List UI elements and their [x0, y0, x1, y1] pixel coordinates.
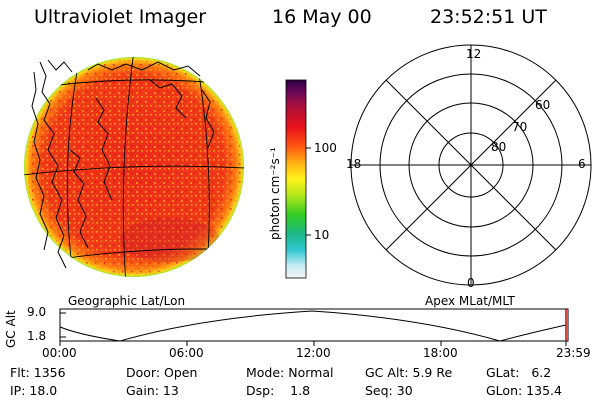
info-glat: GLat: 6.2 — [486, 365, 552, 380]
instrument-title: Ultraviolet Imager — [34, 6, 207, 28]
mlat-label-80: 80 — [491, 140, 507, 154]
colorbar-unit-label: photon cm⁻²s⁻¹ — [268, 147, 282, 240]
info-seq: Seq: 30 — [365, 383, 413, 398]
info-gc-alt: GC Alt: 5.9 Re — [365, 365, 453, 380]
mlat-label-70: 70 — [512, 120, 528, 134]
info-flt: Flt: 1356 — [10, 365, 66, 380]
altitude-xtick-06: 06:00 — [169, 346, 204, 360]
colorbar-label-100: 100 — [314, 141, 337, 155]
mlt-label-12: 12 — [466, 47, 482, 61]
altitude-xtick-18: 18:00 — [423, 346, 458, 360]
geo-panel-label: Geographic Lat/Lon — [68, 294, 186, 308]
info-gain: Gain: 13 — [126, 383, 179, 398]
dark-region — [120, 218, 220, 262]
polar-plot — [350, 44, 592, 286]
date-label: 16 May 00 — [272, 6, 372, 28]
info-door: Door: Open — [126, 365, 198, 380]
altitude-ytick-9: 9.0 — [27, 305, 47, 319]
altitude-xtick-12: 12:00 — [296, 346, 331, 360]
mlat-label-60: 60 — [535, 98, 551, 112]
info-glon: GLon: 135.4 — [486, 383, 562, 398]
mlt-label-6: 6 — [578, 157, 586, 171]
polar-panel-label: Apex MLat/MLT — [425, 294, 515, 308]
info-ip: IP: 18.0 — [10, 383, 58, 398]
info-dsp: Dsp: 1.8 — [246, 383, 311, 398]
coastlines — [31, 59, 215, 269]
altitude-panel — [59, 308, 569, 346]
colorbar-gradient — [285, 79, 307, 279]
colorbar-label-10: 10 — [314, 228, 330, 242]
altitude-curve — [59, 310, 567, 342]
mlt-label-0: 0 — [467, 276, 475, 290]
mlt-diagonal-b — [385, 79, 557, 251]
time-label: 23:52:51 UT — [430, 6, 547, 28]
altitude-ylabel: GC Alt — [4, 310, 18, 348]
altitude-xtick-00: 00:00 — [42, 346, 77, 360]
colorbar — [285, 79, 311, 279]
geo-image — [24, 57, 244, 277]
altitude-ytick-1-8: 1.8 — [27, 329, 47, 343]
info-mode: Mode: Normal — [246, 365, 334, 380]
mlt-label-18: 18 — [346, 157, 362, 171]
altitude-xtick-2359: 23:59 — [556, 346, 591, 360]
